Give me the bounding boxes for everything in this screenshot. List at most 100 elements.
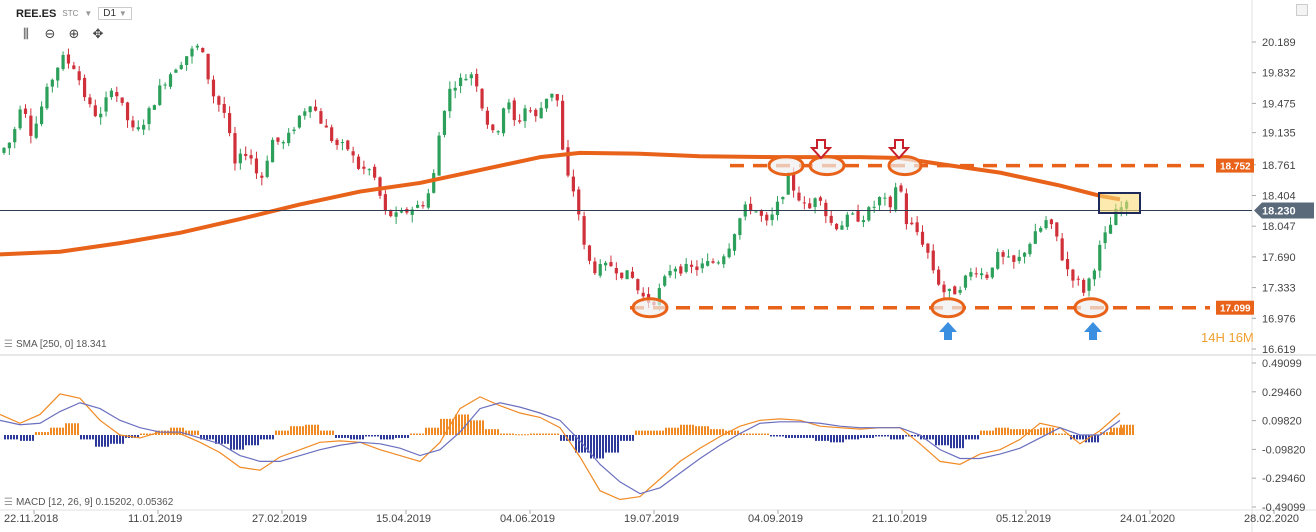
macd-histogram-bar [512, 433, 514, 435]
hamburger-icon[interactable]: ☰ [4, 497, 13, 508]
macd-histogram-bar [464, 414, 466, 435]
candle-down [953, 286, 957, 295]
macd-histogram-bar [893, 435, 895, 440]
macd-histogram-bar [884, 435, 886, 437]
candle-down [115, 92, 119, 97]
macd-histogram-bar [932, 435, 934, 440]
macd-histogram-bar [485, 429, 487, 435]
macd-histogram-bar [239, 435, 241, 450]
date-tick-label: 11.01.2019 [128, 513, 182, 525]
candle-up [722, 256, 726, 265]
candle-up [1044, 220, 1048, 229]
macd-histogram-bar [317, 424, 319, 435]
macd-histogram-bar [134, 435, 136, 438]
macd-histogram-bar [347, 435, 349, 438]
crosshair-icon[interactable]: ✥ [92, 26, 104, 41]
candle-down [313, 106, 318, 111]
macd-histogram-bar [362, 435, 364, 440]
candle-up [190, 48, 194, 57]
date-tick-label: 04.09.2019 [748, 513, 803, 525]
macd-histogram-bar [695, 426, 697, 435]
macd-histogram-bar [401, 435, 403, 438]
macd-histogram-bar [116, 435, 118, 444]
macd-tick-label: -0.49099 [1262, 502, 1305, 514]
resistance-label: 18.752 [1220, 162, 1251, 173]
macd-legend[interactable]: ☰ MACD [12, 26, 9] 0.15202, 0.05362 [4, 497, 173, 508]
sma-250-line [0, 150, 1121, 257]
macd-histogram-bar [83, 435, 85, 440]
macd-histogram-bar [692, 424, 694, 435]
macd-histogram-bar [458, 414, 460, 435]
candle-up [501, 108, 506, 134]
candle-up [754, 211, 758, 213]
macd-histogram-bar [803, 435, 805, 438]
candle-down [910, 222, 914, 225]
macd-histogram-bar [797, 435, 799, 438]
price-tick-label: 18.404 [1262, 191, 1296, 203]
macd-histogram-bar [62, 427, 64, 435]
sma-label: SMA [250, 0] 18.341 [15, 339, 107, 350]
hamburger-icon[interactable]: ☰ [4, 339, 13, 350]
macd-histogram-bar [503, 433, 505, 435]
macd-histogram-bar [404, 435, 406, 438]
zoom-out-icon[interactable]: ⊖ [44, 26, 56, 41]
macd-histogram-bar [1022, 429, 1024, 435]
candle-up [367, 169, 371, 171]
candle-up [287, 132, 291, 144]
maximize-icon[interactable] [1296, 4, 1308, 16]
candle-down [802, 202, 806, 204]
macd-histogram-bar [374, 435, 376, 437]
macd-histogram-bar [242, 435, 244, 450]
macd-histogram-bar [398, 435, 400, 438]
macd-histogram-bar [179, 427, 181, 435]
macd-histogram-bar [383, 435, 385, 440]
macd-histogram-bar [86, 435, 88, 440]
macd-histogram-bar [881, 435, 883, 437]
candle-down [228, 113, 232, 134]
candle-down [765, 214, 769, 221]
macd-histogram-bar [479, 420, 481, 435]
macd-histogram-bar [767, 433, 769, 435]
candle-down [609, 262, 613, 267]
macd-histogram-bar [92, 435, 94, 440]
candle-up [303, 111, 307, 116]
macd-histogram-bar [1079, 435, 1081, 440]
price-tick-label: 19.475 [1262, 98, 1296, 110]
candle-up [990, 267, 994, 278]
macd-histogram-bar [65, 423, 67, 435]
macd-histogram-bar [197, 430, 199, 435]
macd-histogram-bar [1040, 427, 1042, 435]
price-tick-label: 16.619 [1262, 344, 1296, 356]
candle-down [797, 192, 801, 201]
macd-histogram-bar [527, 434, 529, 436]
bars-icon[interactable]: ⫼ [23, 26, 29, 41]
candle-down [915, 222, 919, 233]
macd-histogram-bar [10, 435, 12, 440]
macd-histogram-bar [584, 435, 586, 453]
symbol-dropdown-icon[interactable]: ▼ [84, 9, 93, 18]
macd-histogram-bar [578, 435, 580, 453]
sma-legend[interactable]: ☰ SMA [250, 0] 18.341 [4, 339, 107, 350]
highlight-ellipse [887, 155, 923, 177]
macd-histogram-bar [899, 435, 901, 440]
macd-histogram-bar [722, 429, 724, 435]
macd-histogram-bar [281, 430, 283, 435]
macd-histogram-bar [911, 435, 913, 437]
macd-histogram-bar [299, 426, 301, 435]
timeframe-select[interactable]: D1 ▼ [98, 7, 132, 20]
up-arrow-icon [1084, 322, 1102, 340]
macd-histogram-bar [686, 424, 688, 435]
zoom-in-icon[interactable]: ⊕ [68, 26, 80, 41]
macd-histogram-bar [539, 433, 541, 435]
macd-line [0, 393, 1121, 501]
candle-down [260, 175, 264, 178]
candle-up [947, 288, 951, 292]
symbol-label[interactable]: REE.ES [16, 7, 57, 20]
macd-histogram-bar [368, 435, 370, 437]
macd-histogram-bar [614, 435, 616, 453]
macd-histogram-bar [371, 435, 373, 437]
macd-histogram-bar [278, 430, 280, 435]
candle-up [2, 147, 6, 153]
macd-histogram-bar [407, 435, 409, 438]
